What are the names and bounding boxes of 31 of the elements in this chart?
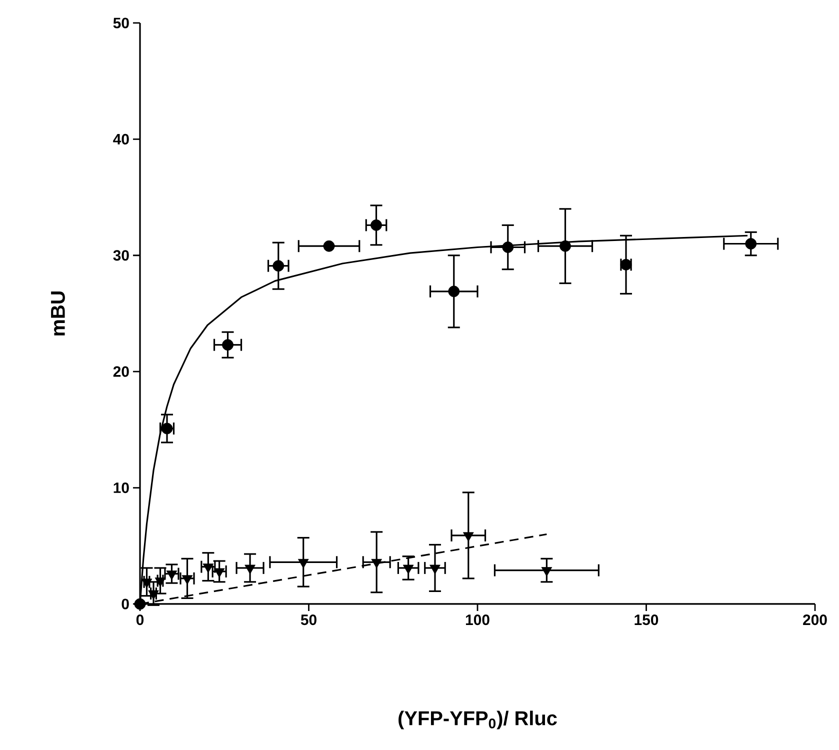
y-tick-label: 50 [113, 18, 129, 28]
point [323, 240, 335, 252]
y-tick-label: 10 [114, 482, 129, 494]
point [430, 564, 440, 574]
point [448, 286, 460, 298]
point [148, 590, 159, 600]
point [272, 260, 284, 272]
point [463, 532, 474, 542]
point [141, 578, 152, 588]
x-tick-label: 100 [466, 614, 490, 626]
x-tick-label: 150 [634, 614, 658, 626]
point [298, 558, 309, 568]
x-tick-label: 0 [136, 614, 144, 626]
point [745, 238, 757, 250]
y-axis-title: mBU [51, 291, 65, 336]
point [402, 564, 414, 574]
y-tick-label: 40 [113, 134, 129, 144]
x-axis-title: (YFP-YFP$_{0}$)/ Rluc [398, 710, 557, 730]
point [560, 240, 571, 252]
point [222, 339, 234, 351]
point [154, 578, 166, 587]
point [371, 558, 382, 568]
point [541, 567, 552, 576]
point [370, 219, 382, 231]
point [244, 564, 256, 574]
x-tick-label: 50 [300, 614, 316, 626]
x-tick-label: 200 [803, 614, 827, 626]
y-tick-label: 0 [122, 598, 129, 610]
y-tick-label: 30 [113, 250, 129, 261]
y-tick-label: 20 [113, 366, 129, 377]
point [502, 242, 514, 253]
